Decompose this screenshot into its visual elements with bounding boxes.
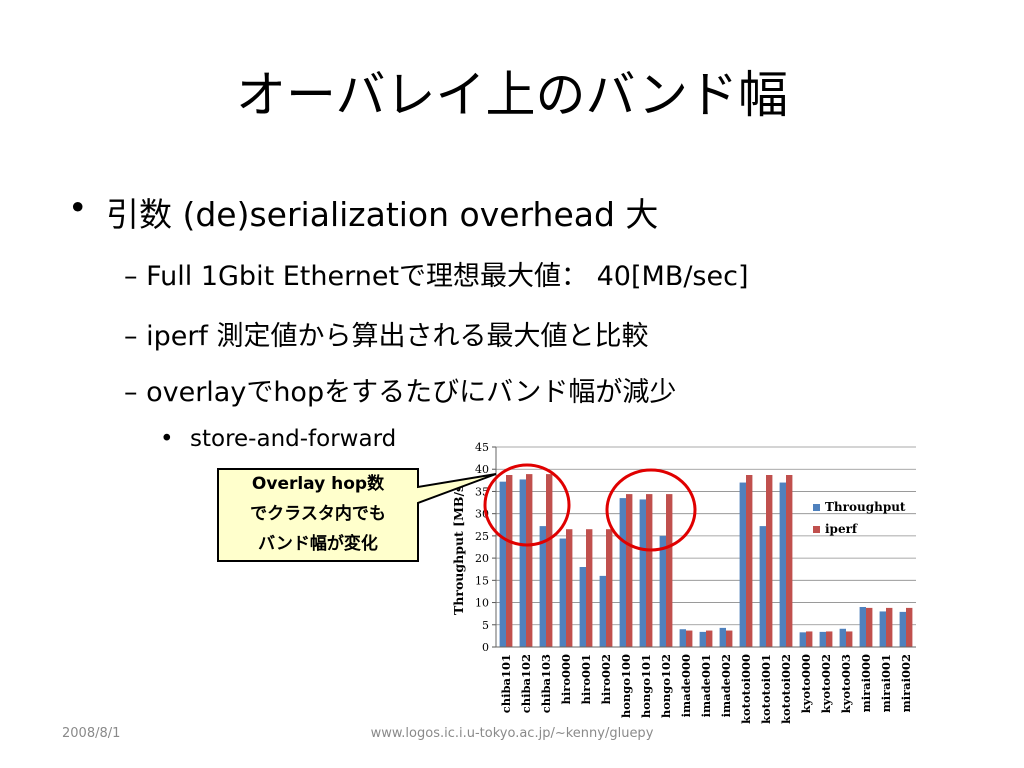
x-tick-label: kototoi001 [759,654,773,724]
bar-iperf-kototoi000 [746,475,753,647]
bar-iperf-chiba101 [506,475,513,647]
x-tick-label: kyoto002 [819,654,833,713]
x-tick-label: imade002 [719,654,733,717]
x-tick-label: mirai000 [859,654,873,712]
bar-throughput-hiro000 [559,538,566,647]
y-tick-label: 5 [482,619,489,632]
bar-iperf-mirai000 [866,607,873,647]
bar-throughput-imade000 [679,629,686,647]
bar-iperf-hongo101 [646,494,653,647]
sub-bullet-item: – Full 1Gbit Ethernetで理想最大値： 40[MB/sec] [124,261,749,292]
x-tick-label: kototoi002 [779,654,793,724]
bar-throughput-kyoto003 [839,628,846,647]
bar-throughput-mirai002 [899,611,906,647]
callout-line: Overlay hop数 [252,473,385,494]
bar-iperf-hiro001 [586,529,593,647]
x-tick-label: imade001 [699,654,713,717]
x-tick-label: kyoto000 [799,654,813,713]
sub-bullet-item: – iperf 測定値から算出される最大値と比較 [124,321,649,352]
bar-throughput-hongo101 [639,499,646,647]
y-tick-label: 40 [475,463,489,476]
bar-throughput-hiro001 [579,567,586,647]
legend-swatch [813,504,820,511]
bar-iperf-kototoi002 [786,475,793,647]
y-tick-label: 0 [482,641,489,654]
sub-sub-bullet-text: store-and-forward [190,426,397,452]
bar-throughput-imade001 [699,631,706,647]
bullet-text: 引数 (de)serialization overhead 大 [106,195,659,234]
y-tick-label: 25 [475,530,489,543]
bar-throughput-kototoi000 [739,482,746,647]
legend-swatch [813,526,820,533]
bar-iperf-imade002 [726,630,733,647]
bar-iperf-kototoi001 [766,475,773,647]
x-tick-label: mirai002 [899,654,913,712]
bar-throughput-chiba103 [539,526,546,647]
bar-iperf-hongo102 [666,494,673,647]
legend-label: iperf [825,522,858,536]
bar-throughput-kototoi002 [779,482,786,647]
bar-throughput-kototoi001 [759,526,766,647]
bar-iperf-kyoto000 [806,631,813,647]
x-tick-label: hongo102 [659,654,673,718]
x-tick-label: chiba101 [499,654,513,713]
x-tick-label: chiba102 [519,654,533,713]
bullet-dot: • [68,188,88,227]
bar-iperf-hiro002 [606,529,613,647]
bar-throughput-hongo100 [619,498,626,647]
bar-throughput-chiba102 [519,479,526,647]
bar-iperf-chiba102 [526,474,533,647]
bar-iperf-imade000 [686,630,693,647]
callout: Overlay hop数 でクラスタ内でも バンド幅が変化 [217,468,497,562]
bar-throughput-hiro002 [599,575,606,647]
bar-throughput-mirai000 [859,607,866,647]
bar-throughput-chiba101 [499,481,506,647]
y-tick-label: 15 [475,574,489,587]
slide-title: オーバレイ上のバンド幅 [236,66,788,124]
footer-date: 2008/8/1 [62,726,121,741]
x-tick-label: kyoto003 [839,654,853,713]
sub-bullet-item: – overlayでhopをするたびにバンド幅が減少 [124,377,677,408]
bar-throughput-mirai001 [879,611,886,647]
x-tick-label: mirai001 [879,654,893,712]
x-tick-label: kototoi000 [739,654,753,724]
x-tick-label: imade000 [679,654,693,717]
bar-iperf-hiro000 [566,529,573,647]
bar-iperf-mirai002 [906,607,913,647]
bar-iperf-chiba103 [546,474,553,647]
bar-iperf-imade001 [706,630,713,647]
x-tick-label: hiro002 [599,654,613,704]
callout-line: バンド幅が変化 [258,533,378,554]
callout-line: でクラスタ内でも [250,503,386,524]
y-tick-label: 20 [475,552,489,565]
x-tick-label: hongo101 [639,654,653,718]
highlight-circle-hongo [605,468,697,552]
bar-iperf-kyoto003 [846,631,853,647]
bar-throughput-kyoto002 [819,631,826,647]
bar-iperf-hongo100 [626,494,633,647]
bar-throughput-imade002 [719,627,726,647]
legend-label: Throughput [825,500,906,514]
y-axis-label: Throughput [MB/s] [451,479,466,615]
y-tick-label: 45 [475,441,489,454]
bar-throughput-hongo102 [659,535,666,647]
bar-throughput-kyoto000 [799,632,806,647]
y-tick-label: 10 [475,597,489,610]
x-tick-label: hiro000 [559,654,573,704]
x-tick-label: hongo100 [619,654,633,718]
callout-box [217,468,497,562]
bullet-dot: • [160,426,174,452]
bar-iperf-kyoto002 [826,631,833,647]
x-tick-label: chiba103 [539,654,553,713]
bar-iperf-mirai001 [886,607,893,647]
highlight-circle-chiba [483,463,571,547]
footer-url: www.logos.ic.i.u-tokyo.ac.jp/~kenny/glue… [370,726,654,741]
x-tick-label: hiro001 [579,654,593,704]
